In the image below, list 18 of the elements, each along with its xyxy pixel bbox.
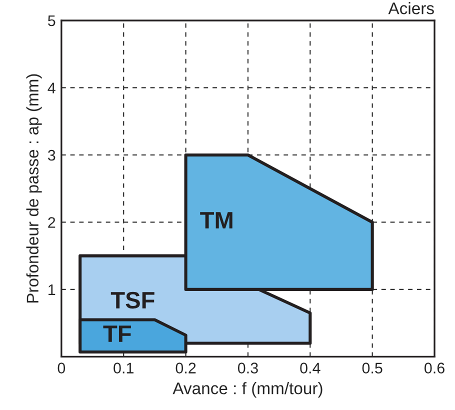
x-tick-label: 0.3 [238, 362, 258, 374]
y-axis-title: Profondeur de passe : ap (mm) [26, 74, 42, 303]
series-label: TSF [110, 292, 154, 309]
x-axis-title: Avance : f (mm/tour) [172, 382, 322, 398]
y-tick-label: 2 [48, 217, 56, 228]
y-tick-label: 4 [48, 82, 56, 94]
x-tick-label: 0.6 [424, 362, 444, 374]
x-tick-label: 0.2 [176, 362, 196, 374]
y-tick-label: 3 [48, 150, 56, 161]
x-tick-label: 0 [58, 362, 66, 374]
x-tick-label: 0.1 [114, 362, 134, 374]
y-tick-label: 5 [48, 16, 56, 26]
x-tick-label: 0.4 [300, 362, 320, 374]
series-label: TM [200, 212, 232, 228]
y-tick-label: 1 [48, 284, 56, 295]
series-label: TF [103, 326, 131, 342]
chart-title: Aciers [388, 2, 434, 14]
x-tick-label: 0.5 [362, 362, 382, 374]
